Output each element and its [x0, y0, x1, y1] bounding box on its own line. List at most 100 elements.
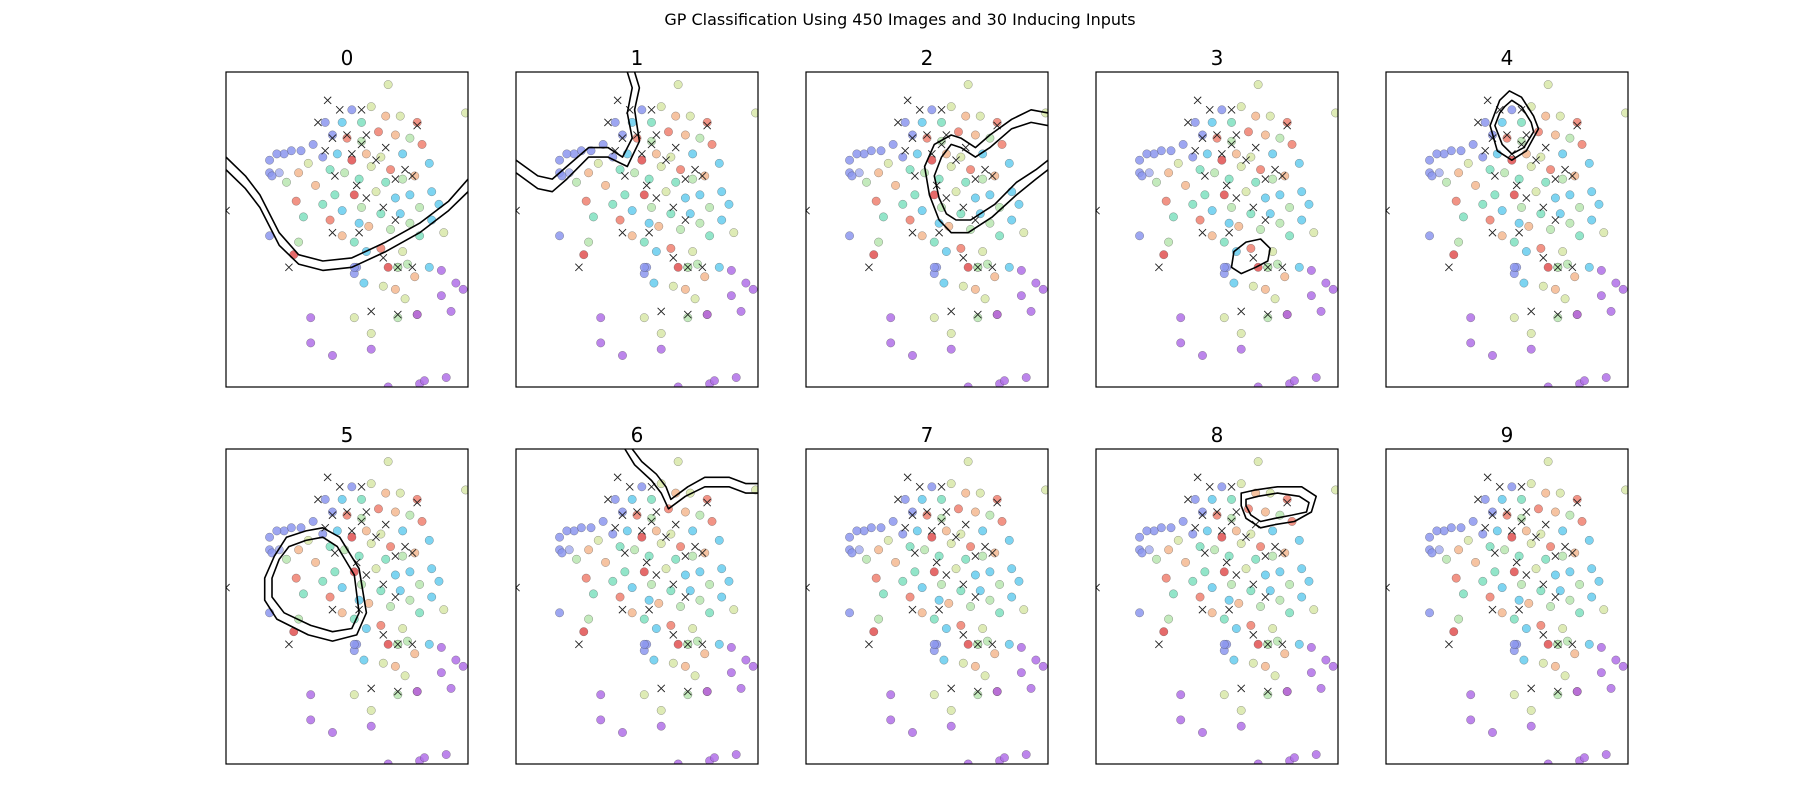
data-point	[1280, 272, 1290, 282]
data-point	[656, 344, 666, 354]
data-point	[651, 526, 661, 536]
data-point	[318, 576, 328, 586]
data-point	[1207, 583, 1217, 593]
data-point	[961, 554, 971, 564]
data-point	[1268, 526, 1278, 536]
data-point	[946, 479, 956, 489]
inducing-input-marker	[633, 508, 641, 516]
inducing-input-marker	[894, 495, 902, 504]
inducing-input-marker	[323, 96, 332, 105]
data-point	[1004, 535, 1014, 545]
data-point	[937, 494, 946, 504]
data-point	[966, 602, 976, 611]
data-point	[325, 165, 335, 175]
data-point	[1260, 284, 1270, 294]
data-point	[376, 209, 386, 219]
data-point	[666, 529, 676, 539]
inducing-input-marker	[1193, 473, 1202, 482]
inducing-input-marker	[1263, 687, 1272, 696]
data-point	[1517, 117, 1526, 127]
panel-content	[516, 449, 758, 764]
data-point	[963, 457, 973, 467]
inducing-input-marker	[393, 310, 402, 319]
data-point	[610, 117, 620, 127]
inducing-input-marker	[937, 482, 946, 491]
data-point	[446, 306, 456, 316]
data-point	[1219, 190, 1229, 200]
panel-content	[226, 80, 468, 387]
inducing-input-marker	[669, 203, 678, 212]
inducing-input-marker	[952, 156, 960, 165]
data-point	[555, 155, 565, 165]
data-point	[1500, 545, 1510, 555]
inducing-input-marker	[1553, 310, 1562, 319]
data-point	[410, 272, 420, 282]
data-point	[997, 517, 1007, 526]
data-point	[908, 728, 917, 737]
inducing-input-marker	[959, 630, 968, 639]
data-point	[637, 532, 647, 542]
data-point	[917, 231, 927, 241]
data-point	[1268, 624, 1278, 633]
data-point	[961, 488, 971, 498]
data-point	[349, 237, 359, 247]
data-point	[990, 171, 1000, 181]
data-point	[1198, 351, 1207, 360]
data-point	[608, 199, 618, 209]
inducing-input-marker	[662, 533, 670, 542]
data-point	[700, 272, 710, 282]
inducing-input-marker	[1488, 228, 1497, 237]
panel-4: 4	[1385, 46, 1629, 388]
data-point	[680, 570, 690, 580]
panel-3: 3	[1095, 46, 1339, 388]
inducing-input-marker	[910, 172, 919, 180]
data-point	[1517, 136, 1526, 146]
data-point	[1236, 344, 1246, 354]
data-point	[1007, 592, 1017, 602]
inducing-input-marker	[1490, 549, 1499, 557]
data-point	[395, 488, 405, 498]
data-point	[1273, 636, 1282, 646]
data-point	[970, 284, 980, 294]
data-point	[963, 639, 973, 649]
inducing-input-marker	[865, 640, 873, 649]
data-point	[717, 564, 727, 574]
data-point	[1195, 542, 1205, 552]
data-point	[458, 284, 468, 294]
data-point	[451, 278, 461, 288]
data-point	[386, 225, 396, 234]
inducing-input-marker	[681, 175, 690, 184]
data-point	[1526, 721, 1536, 731]
data-point	[656, 102, 666, 112]
data-point	[685, 209, 695, 219]
data-point	[876, 523, 886, 533]
data-point	[1246, 152, 1256, 162]
data-point	[1227, 494, 1236, 504]
inducing-input-marker	[1249, 580, 1258, 589]
data-point	[649, 278, 659, 288]
data-point	[366, 102, 376, 112]
inducing-input-marker	[681, 552, 690, 561]
data-point	[876, 146, 886, 156]
inducing-input-marker	[362, 571, 371, 579]
data-point	[975, 586, 985, 596]
data-point	[1579, 753, 1589, 763]
data-point	[1509, 639, 1519, 649]
inducing-input-marker	[618, 511, 627, 520]
data-point	[992, 117, 1002, 127]
data-point	[1268, 149, 1278, 159]
data-point	[1224, 174, 1234, 184]
data-point	[1536, 586, 1546, 596]
data-point	[1227, 117, 1236, 127]
inducing-input-marker	[1249, 253, 1258, 262]
data-point	[1577, 517, 1587, 526]
data-point	[1517, 580, 1526, 589]
data-point	[417, 517, 427, 526]
data-point	[1137, 548, 1147, 558]
data-point	[736, 306, 746, 316]
data-point	[1181, 180, 1190, 190]
data-point	[1164, 168, 1174, 178]
data-point	[1509, 262, 1519, 272]
inducing-input-marker	[362, 508, 371, 516]
